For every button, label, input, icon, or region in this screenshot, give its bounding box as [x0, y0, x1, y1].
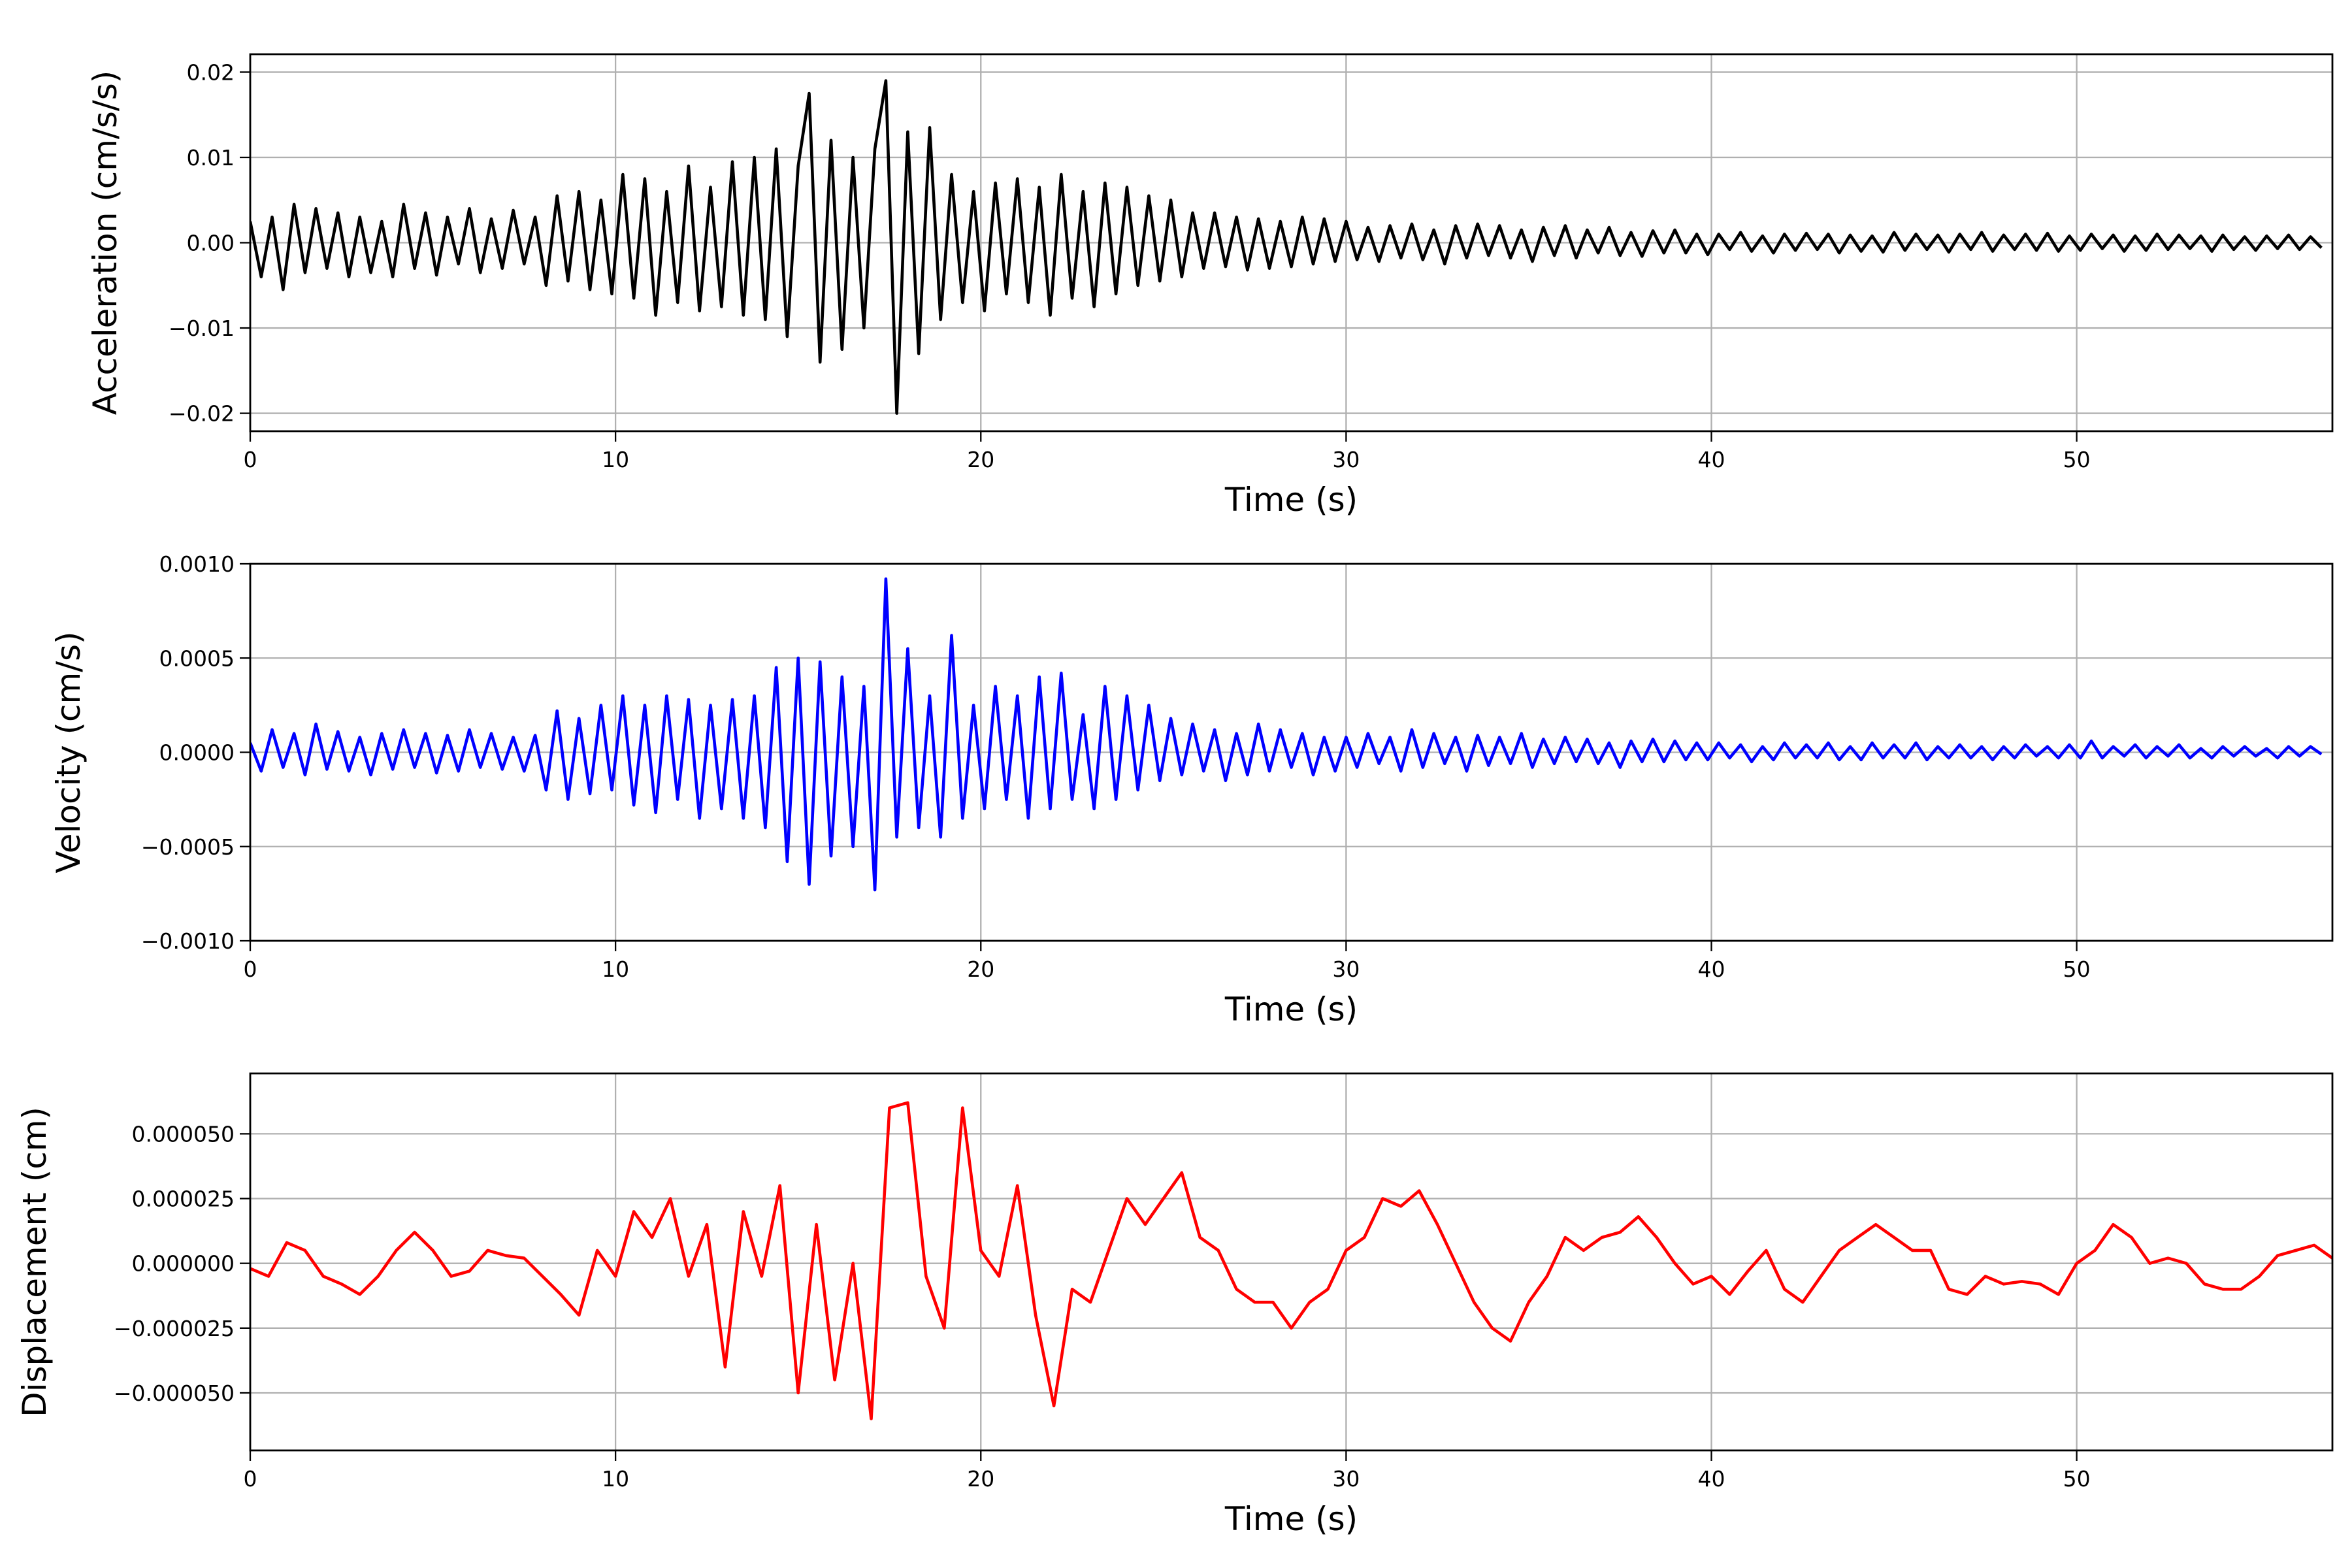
x-tick-label: 20 [967, 447, 994, 472]
x-axis-label: Time (s) [1224, 481, 1358, 519]
x-tick-label: 10 [602, 1466, 629, 1492]
x-tick-label: 10 [602, 447, 629, 472]
y-tick-label: −0.01 [169, 316, 235, 341]
y-tick-label: 0.00 [187, 231, 235, 256]
acceleration-subplot: 0 10 20 30 40 50 −0.02 −0.01 0.00 0.01 0.02 Time (s… [86, 53, 2334, 519]
x-tick-label: 20 [967, 956, 994, 982]
x-tick-label: 40 [1697, 956, 1725, 982]
displacement-series-line [250, 1101, 2332, 1420]
x-tick-label: 40 [1697, 447, 1725, 472]
y-tick-label: 0.0010 [159, 551, 235, 577]
y-tick-label: 0.000000 [132, 1251, 235, 1277]
velocity-series-line [250, 577, 2323, 892]
y-tick-label: −0.02 [169, 401, 235, 427]
y-tick-label: 0.01 [187, 145, 235, 171]
y-axis-label: Displacement (cm) [16, 1107, 54, 1417]
x-tick-label: 30 [1332, 956, 1360, 982]
x-tick-label: 30 [1332, 1466, 1360, 1492]
x-tick-label: 0 [244, 447, 257, 472]
y-tick-label: −0.0010 [141, 928, 235, 954]
x-tick-label: 40 [1697, 1466, 1725, 1492]
x-tick-label: 0 [244, 956, 257, 982]
x-tick-label: 50 [2063, 956, 2091, 982]
axes-frame [249, 1072, 2334, 1452]
x-tick-label: 10 [602, 956, 629, 982]
x-axis-label: Time (s) [1224, 990, 1358, 1028]
x-tick-label: 50 [2063, 447, 2091, 472]
x-tick-label: 0 [244, 1466, 257, 1492]
x-tick-label: 20 [967, 1466, 994, 1492]
y-tick-label: −0.0005 [141, 834, 235, 860]
x-tick-label: 50 [2063, 1466, 2091, 1492]
y-tick-label: 0.000050 [132, 1121, 235, 1147]
y-tick-label: 0.000025 [132, 1186, 235, 1212]
y-axis-label: Velocity (cm/s) [50, 631, 88, 873]
x-axis-label: Time (s) [1224, 1500, 1358, 1538]
acceleration-series-line [250, 79, 2323, 415]
x-tick-label: 30 [1332, 447, 1360, 472]
displacement-subplot: 0 10 20 30 40 50 −0.000050 −0.000025 0.000000 0.0… [16, 1072, 2334, 1538]
y-tick-label: 0.02 [187, 59, 235, 85]
y-tick-label: −0.000050 [114, 1380, 235, 1406]
velocity-subplot: 0 10 20 30 40 50 −0.0010 −0.0005 0.0000 0.0005 0.0… [50, 551, 2334, 1028]
y-tick-label: −0.000025 [114, 1316, 235, 1341]
y-tick-label: 0.0005 [159, 645, 235, 671]
y-tick-label: 0.0000 [159, 740, 235, 766]
y-axis-label: Acceleration (cm/s/s) [86, 71, 124, 416]
